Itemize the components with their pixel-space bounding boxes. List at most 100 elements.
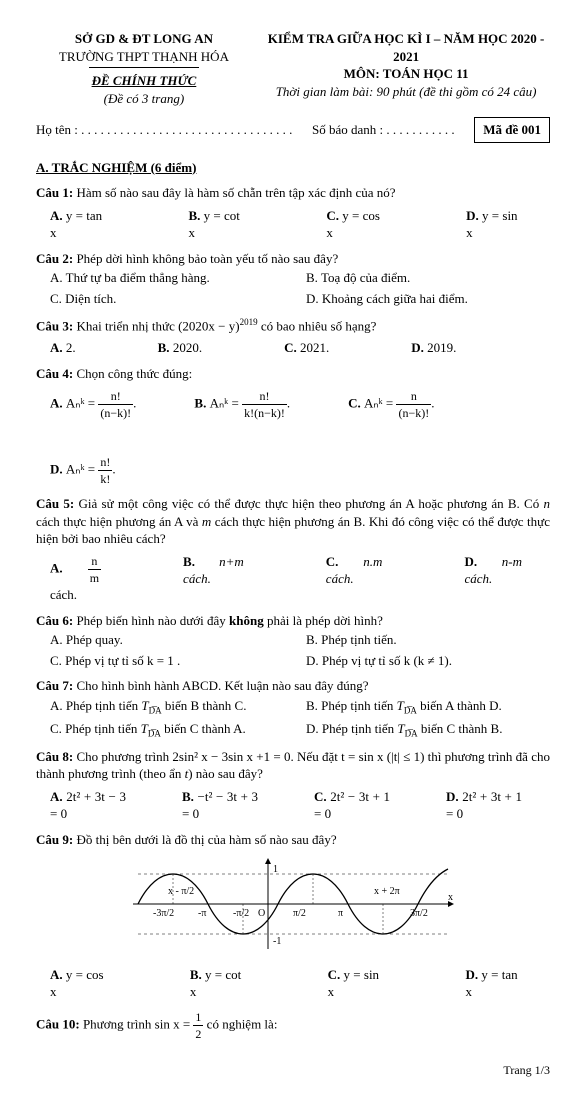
- subject: MÔN: TOÁN HỌC 11: [262, 65, 550, 83]
- q3-a: A. 2.: [50, 339, 76, 357]
- question-7: Câu 7: Cho hình bình hành ABCD. Kết luận…: [36, 677, 550, 739]
- q7-d: D. Phép tịnh tiến TD͞A biến C thành B.: [306, 720, 550, 740]
- svg-text:x + 2π: x + 2π: [374, 886, 400, 897]
- q10-frac: 12: [193, 1009, 203, 1042]
- q4-c-frac: n(n−k)!: [396, 388, 431, 421]
- svg-text:π: π: [338, 908, 343, 919]
- q8-cond: (|t| ≤ 1): [387, 749, 425, 764]
- q10-label: Câu 10:: [36, 1017, 80, 1032]
- q4-a-lhs: Aₙᵏ =: [66, 395, 95, 410]
- q7-d-post: biến C thành B.: [418, 721, 503, 736]
- q9-d: D. y = tan x: [466, 966, 523, 1001]
- q8-label: Câu 8:: [36, 749, 73, 764]
- q9-text: Đồ thị bên dưới là đồ thị của hàm số nào…: [76, 832, 336, 847]
- q5-a-den: m: [88, 570, 101, 586]
- section-text: A. TRẮC NGHIỆM (6 điểm): [36, 160, 196, 175]
- q7-b: B. Phép tịnh tiến TD͞A biến A thành D.: [306, 697, 550, 717]
- q9-c: C. y = sin x: [328, 966, 384, 1001]
- q4-b: B. Aₙᵏ = n!k!(n−k)!.: [194, 388, 290, 421]
- q8-b: B. −t² − 3t + 3 = 0: [182, 788, 258, 823]
- exam-code: Mã đề 001: [474, 117, 550, 143]
- question-3: Câu 3: Khai triển nhị thức (2020x − y)20…: [36, 316, 550, 357]
- svg-text:3π/2: 3π/2: [410, 908, 428, 919]
- q3-b-t: 2020.: [173, 340, 202, 355]
- q8-e1: 2sin² x − 3sin x +1 = 0: [172, 749, 290, 764]
- q5-a: A. nm cách.: [50, 553, 101, 604]
- q7-b-sub: D͞A: [404, 706, 417, 716]
- q4-a-frac: n!(n−k)!: [98, 388, 133, 421]
- q4-a: A. Aₙᵏ = n!(n−k)!.: [50, 388, 136, 421]
- q5-c: C. n.m cách.: [326, 553, 383, 604]
- q7-d-sub: D͞A: [405, 728, 418, 738]
- q7-a-pre: Phép tịnh tiến: [66, 698, 141, 713]
- q7-c: C. Phép tịnh tiến TD͞A biến C thành A.: [50, 720, 294, 740]
- q7-a: A. Phép tịnh tiến TD͞A biến B thành C.: [50, 697, 294, 717]
- q8-e2: t = sin x: [341, 749, 383, 764]
- q4-a-num: n!: [98, 388, 133, 405]
- q9-b: B. y = cot x: [190, 966, 246, 1001]
- q5-b: B. n+m cách.: [183, 553, 244, 604]
- q4-d-frac: n!k!: [98, 454, 112, 487]
- q6-d-t: Phép vị tự tỉ số k (k ≠ 1).: [322, 653, 452, 668]
- q2-d: D. Khoảng cách giữa hai điểm.: [306, 290, 550, 308]
- svg-text:1: 1: [273, 864, 278, 875]
- q7-c-pre: Phép tịnh tiến: [65, 721, 140, 736]
- q4-d-lhs: Aₙᵏ =: [66, 462, 95, 477]
- q1-a: A. y = tan x: [50, 207, 107, 242]
- q1-options: A. y = tan x B. y = cot x C. y = cos x D…: [50, 204, 550, 242]
- q4-b-lhs: Aₙᵏ =: [210, 395, 239, 410]
- q10-pre: Phương trình sin x =: [83, 1017, 193, 1032]
- q3-pre: Khai triển nhị thức: [76, 318, 178, 333]
- q1-c: C. y = cos x: [326, 207, 384, 242]
- sobaodanh: Số báo danh : . . . . . . . . . . .: [312, 121, 455, 139]
- divider: [89, 67, 199, 68]
- sine-graph-icon: 1 -1 O -3π/2 -π -π/2 π/2 π x + 2π 3π/2 x…: [128, 854, 458, 954]
- svg-text:O: O: [258, 908, 265, 919]
- q3-d: D. 2019.: [411, 339, 456, 357]
- q4-c: C. Aₙᵏ = n(n−k)!.: [348, 388, 434, 421]
- q6-label: Câu 6:: [36, 613, 73, 628]
- q8-a: A. 2t² + 3t − 3 = 0: [50, 788, 126, 823]
- q5-label: Câu 5:: [36, 496, 74, 511]
- exam-title: KIỂM TRA GIỮA HỌC KÌ I – NĂM HỌC 2020 - …: [262, 30, 550, 65]
- q9-label: Câu 9:: [36, 832, 73, 847]
- q7-a-sub: D͞A: [149, 706, 162, 716]
- q2-b-text: Toạ độ của điểm.: [321, 270, 410, 285]
- q7-label: Câu 7:: [36, 678, 73, 693]
- q2-a-text: Thứ tự ba điểm thẳng hàng.: [66, 270, 210, 285]
- q1-b: B. y = cot x: [189, 207, 245, 242]
- svg-text:-π/2: -π/2: [233, 908, 249, 919]
- question-4: Câu 4: Chọn công thức đúng: A. Aₙᵏ = n!(…: [36, 365, 550, 487]
- q3-b: B. 2020.: [158, 339, 202, 357]
- q3-exp: 2019: [240, 317, 258, 327]
- q3-label: Câu 3:: [36, 318, 73, 333]
- q6-b: B. Phép tịnh tiến.: [306, 631, 550, 649]
- q8-options: A. 2t² + 3t − 3 = 0 B. −t² − 3t + 3 = 0 …: [50, 785, 550, 823]
- q4-b-num: n!: [242, 388, 287, 405]
- question-9: Câu 9: Đồ thị bên dưới là đồ thị của hàm…: [36, 831, 550, 1001]
- q2-d-text: Khoảng cách giữa hai điểm.: [322, 291, 468, 306]
- q4-a-den: (n−k)!: [98, 405, 133, 421]
- q7-b-pre: Phép tịnh tiến: [321, 698, 396, 713]
- q6-c: C. Phép vị tự tỉ số k = 1 .: [50, 652, 294, 670]
- svg-text:-1: -1: [273, 936, 281, 947]
- pagecount: (Đề có 3 trang): [36, 90, 252, 108]
- q3-c-t: 2021.: [300, 340, 329, 355]
- q7-b-post: biến A thành D.: [417, 698, 502, 713]
- q3-post: có bao nhiêu số hạng?: [258, 318, 377, 333]
- q5-a-frac: nm: [88, 553, 101, 586]
- q1-d: D. y = sin x: [466, 207, 522, 242]
- q2-b: B. Toạ độ của điểm.: [306, 269, 550, 287]
- q9-options: A. y = cos x B. y = cot x C. y = sin x D…: [50, 963, 550, 1001]
- q2-c: C. Diện tích.: [50, 290, 294, 308]
- q3-d-t: 2019.: [427, 340, 456, 355]
- q6-c-t: Phép vị tự tỉ số k = 1 .: [65, 653, 180, 668]
- q5-t1: Giả sử một công việc có thể được thực hi…: [78, 496, 543, 511]
- section-title: A. TRẮC NGHIỆM (6 điểm): [36, 159, 550, 177]
- q5-a-post: cách.: [50, 587, 77, 602]
- q4-b-den: k!(n−k)!: [242, 405, 287, 421]
- header-right: KIỂM TRA GIỮA HỌC KÌ I – NĂM HỌC 2020 - …: [262, 30, 550, 107]
- header: SỞ GD & ĐT LONG AN TRƯỜNG THPT THẠNH HÓA…: [36, 30, 550, 107]
- q5-d: D. n-m cách.: [464, 553, 522, 604]
- student-name: Họ tên : . . . . . . . . . . . . . . . .…: [36, 121, 292, 139]
